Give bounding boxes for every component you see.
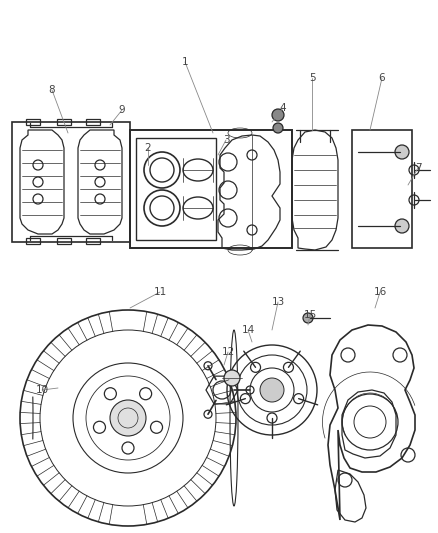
Bar <box>136 138 216 240</box>
Text: 4: 4 <box>280 103 286 113</box>
Text: 2: 2 <box>145 143 151 153</box>
Text: 11: 11 <box>153 287 166 297</box>
Text: 5: 5 <box>309 73 315 83</box>
Text: 16: 16 <box>373 287 387 297</box>
Text: 7: 7 <box>415 163 421 173</box>
Text: 8: 8 <box>49 85 55 95</box>
Bar <box>352 130 412 248</box>
Text: 3: 3 <box>223 135 230 145</box>
Text: 10: 10 <box>35 385 49 395</box>
Circle shape <box>224 370 240 386</box>
Circle shape <box>260 378 284 402</box>
Bar <box>12 122 130 242</box>
Text: 1: 1 <box>182 57 188 67</box>
Bar <box>86 119 100 125</box>
Bar <box>130 130 292 248</box>
Circle shape <box>395 145 409 159</box>
Text: 15: 15 <box>304 310 317 320</box>
Bar <box>57 119 71 125</box>
Circle shape <box>395 219 409 233</box>
Text: 14: 14 <box>241 325 254 335</box>
Bar <box>57 238 71 244</box>
Text: 13: 13 <box>272 297 285 307</box>
Text: 12: 12 <box>221 347 235 357</box>
Text: 6: 6 <box>379 73 385 83</box>
Bar <box>86 238 100 244</box>
Bar <box>26 238 40 244</box>
Circle shape <box>273 123 283 133</box>
Circle shape <box>110 400 146 436</box>
Text: 9: 9 <box>119 105 125 115</box>
Circle shape <box>303 313 313 323</box>
Bar <box>26 119 40 125</box>
Circle shape <box>272 109 284 121</box>
